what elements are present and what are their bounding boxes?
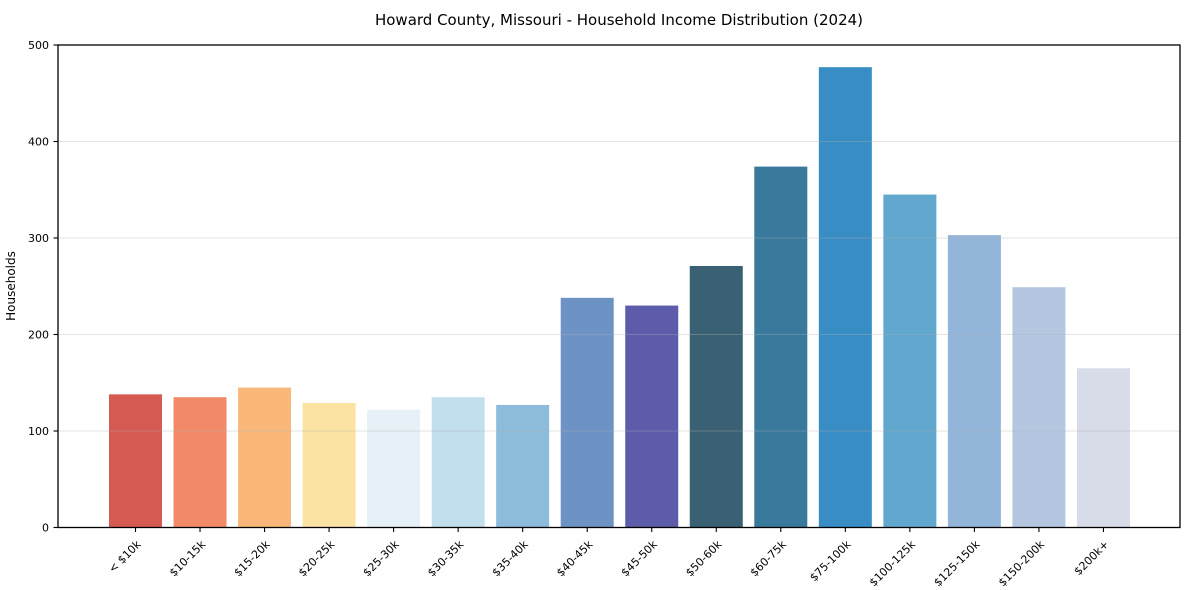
y-tick-label-0: 0 [42, 522, 49, 535]
y-tick-label-400: 400 [28, 136, 49, 149]
chart-title: Howard County, Missouri - Household Inco… [375, 11, 863, 29]
bar-2 [238, 387, 292, 528]
x-tick-label-3: $20-25k [296, 537, 338, 579]
x-tick-label-2: $15-20k [231, 537, 273, 579]
bar-7 [560, 297, 614, 528]
bar-15 [1076, 368, 1130, 528]
x-tick-label-9: $50-60k [683, 537, 725, 579]
bar-9 [689, 265, 743, 528]
bar-11 [818, 67, 872, 528]
gridlines-layer [58, 44, 1180, 432]
x-tick-label-13: $125-150k [931, 537, 983, 589]
y-tick-label-100: 100 [28, 425, 49, 438]
bar-1 [173, 397, 227, 528]
bar-14 [1012, 287, 1066, 528]
x-tick-label-6: $35-40k [490, 537, 532, 579]
axes-spines [57, 44, 1181, 529]
bar-6 [496, 404, 550, 528]
bar-8 [625, 305, 679, 528]
bar-13 [947, 235, 1001, 528]
bar-12 [883, 194, 937, 528]
bar-5 [431, 397, 485, 528]
x-tick-label-5: $30-35k [425, 537, 467, 579]
x-tick-label-14: $150-200k [996, 537, 1048, 589]
y-tick-label-500: 500 [28, 39, 49, 52]
x-tick-label-11: $75-100k [807, 537, 854, 584]
bar-4 [367, 409, 421, 528]
x-tick-label-8: $45-50k [619, 537, 661, 579]
x-tick-label-10: $60-75k [748, 537, 790, 579]
bars-layer [109, 67, 1130, 528]
x-tick-label-1: $10-15k [167, 537, 209, 579]
x-tick-label-12: $100-125k [867, 537, 919, 589]
y-tick-label-200: 200 [28, 329, 49, 342]
bar-0 [109, 394, 162, 528]
bar-10 [754, 166, 808, 528]
plot-frame [57, 44, 1181, 529]
x-tick-label-4: $25-30k [360, 537, 402, 579]
y-axis-label: Households [4, 251, 18, 321]
x-tick-label-7: $40-45k [554, 537, 596, 579]
x-tick-label-15: $200k+ [1072, 538, 1112, 578]
y-tick-label-300: 300 [28, 232, 49, 245]
tick-marks-layer [53, 44, 1104, 532]
x-tick-label-0: < $10k [106, 537, 144, 575]
bar-3 [302, 403, 356, 528]
